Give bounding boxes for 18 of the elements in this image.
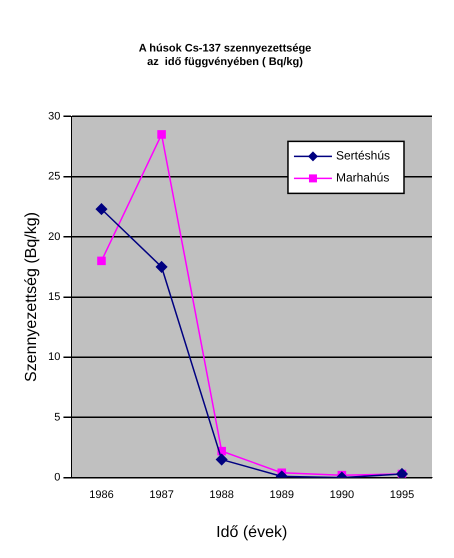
- y-tick-label: 5: [54, 411, 60, 424]
- y-tick-label: 30: [48, 110, 60, 122]
- y-tick-label: 15: [48, 291, 60, 304]
- chart-title: A húsok Cs-137 szennyezettsége az idő függvényében ( Bq/kg): [138, 42, 312, 68]
- x-tick-label: 1989: [270, 489, 294, 502]
- legend-label: Marhahús: [336, 170, 390, 185]
- x-axis-title: Idő (évek): [216, 524, 288, 541]
- x-tick-label: 1995: [390, 489, 414, 502]
- legend-label: Sertéshús: [336, 148, 390, 163]
- x-tick-label: 1988: [209, 489, 234, 502]
- y-axis-title: Szennyezettség (Bq/kg): [23, 212, 40, 382]
- y-tick-label: 10: [48, 351, 60, 364]
- x-tick-label: 1987: [149, 489, 174, 502]
- y-tick-label: 20: [48, 230, 60, 243]
- x-tick-label: 1986: [89, 489, 114, 502]
- x-tick-label: 1990: [330, 489, 354, 502]
- y-tick-label: 0: [54, 472, 60, 484]
- y-tick-label: 25: [48, 170, 60, 183]
